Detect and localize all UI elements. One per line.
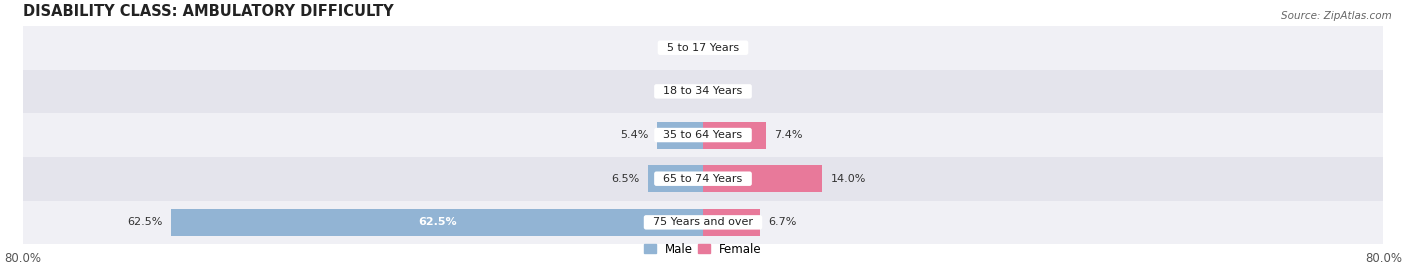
Bar — [22, 113, 1384, 157]
Bar — [172, 209, 703, 236]
Text: 62.5%: 62.5% — [128, 217, 163, 227]
Text: 62.5%: 62.5% — [418, 217, 457, 227]
Text: 18 to 34 Years: 18 to 34 Years — [657, 86, 749, 96]
Text: DISABILITY CLASS: AMBULATORY DIFFICULTY: DISABILITY CLASS: AMBULATORY DIFFICULTY — [22, 4, 394, 19]
Text: 0.0%: 0.0% — [666, 86, 695, 96]
Text: 7.4%: 7.4% — [775, 130, 803, 140]
Text: 6.5%: 6.5% — [612, 174, 640, 184]
Bar — [22, 157, 1384, 200]
Text: 65 to 74 Years: 65 to 74 Years — [657, 174, 749, 184]
Text: 0.0%: 0.0% — [711, 43, 740, 53]
Legend: Male, Female: Male, Female — [644, 243, 762, 256]
Text: 75 Years and over: 75 Years and over — [645, 217, 761, 227]
Bar — [22, 26, 1384, 70]
Text: 0.0%: 0.0% — [666, 43, 695, 53]
Bar — [648, 165, 703, 192]
Text: Source: ZipAtlas.com: Source: ZipAtlas.com — [1281, 11, 1392, 21]
Text: 35 to 64 Years: 35 to 64 Years — [657, 130, 749, 140]
Text: 14.0%: 14.0% — [831, 174, 866, 184]
Bar — [703, 122, 766, 148]
Bar — [22, 200, 1384, 244]
Bar — [22, 70, 1384, 113]
Text: 6.7%: 6.7% — [769, 217, 797, 227]
Bar — [703, 209, 761, 236]
Bar — [657, 122, 703, 148]
Bar — [703, 165, 823, 192]
Text: 0.0%: 0.0% — [711, 86, 740, 96]
Text: 5 to 17 Years: 5 to 17 Years — [659, 43, 747, 53]
Text: 5.4%: 5.4% — [620, 130, 648, 140]
